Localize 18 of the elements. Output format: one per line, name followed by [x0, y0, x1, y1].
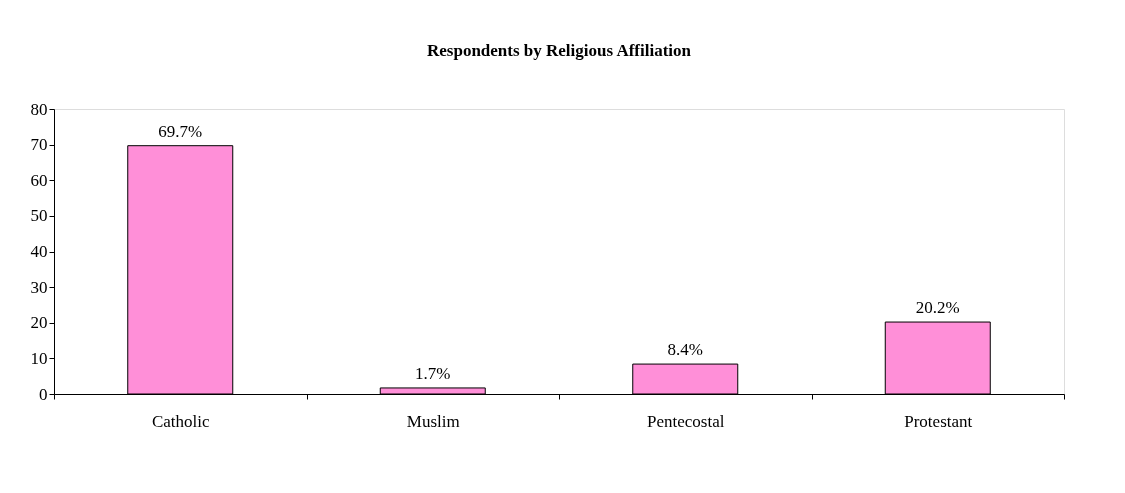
- data-label: 20.2%: [915, 298, 960, 318]
- y-tick-label: 30: [30, 277, 48, 297]
- x-tick-label: Protestant: [904, 411, 973, 431]
- y-tick-label: 40: [30, 242, 48, 261]
- y-tick-label: 0: [39, 384, 48, 404]
- chart-title: Respondents by Religious Affiliation: [426, 41, 692, 60]
- y-tick-label: 20: [30, 313, 48, 333]
- data-label: 1.7%: [415, 363, 451, 383]
- y-tick-label: 80: [30, 99, 48, 119]
- x-tick-label: Catholic: [151, 411, 210, 431]
- x-tick-label: Muslim: [406, 411, 460, 431]
- data-label: 8.4%: [667, 340, 703, 360]
- x-tick-label: Pentecostal: [647, 411, 725, 431]
- y-tick-label: 70: [30, 135, 48, 155]
- y-tick-label: 60: [30, 170, 48, 190]
- data-label: 69.7%: [158, 121, 203, 141]
- y-tick-label: 50: [30, 206, 48, 226]
- y-tick-label: 10: [30, 348, 48, 368]
